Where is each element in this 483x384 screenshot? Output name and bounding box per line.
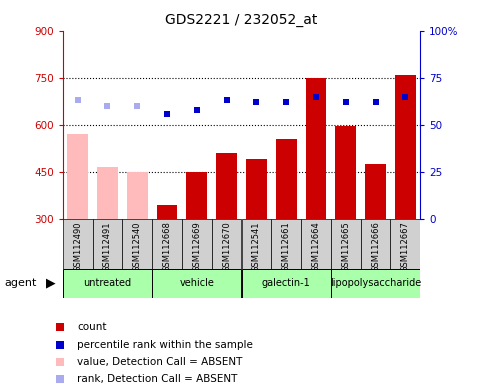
Bar bbox=[271, 219, 301, 269]
Bar bbox=[156, 205, 177, 219]
Bar bbox=[361, 219, 390, 269]
Bar bbox=[390, 219, 420, 269]
Text: GSM112491: GSM112491 bbox=[103, 221, 112, 272]
Bar bbox=[335, 126, 356, 219]
Text: GSM112666: GSM112666 bbox=[371, 221, 380, 272]
Bar bbox=[67, 134, 88, 219]
Text: galectin-1: galectin-1 bbox=[262, 278, 311, 288]
Bar bbox=[301, 219, 331, 269]
Text: GSM112667: GSM112667 bbox=[401, 221, 410, 272]
Bar bbox=[127, 172, 148, 219]
Bar bbox=[97, 167, 118, 219]
Bar bbox=[216, 153, 237, 219]
Text: GSM112664: GSM112664 bbox=[312, 221, 320, 272]
Bar bbox=[212, 219, 242, 269]
Title: GDS2221 / 232052_at: GDS2221 / 232052_at bbox=[165, 13, 318, 27]
Bar bbox=[242, 219, 271, 269]
Text: GSM112540: GSM112540 bbox=[133, 221, 142, 272]
Bar bbox=[186, 172, 207, 219]
Text: count: count bbox=[77, 322, 106, 332]
Bar bbox=[152, 219, 182, 269]
Bar bbox=[93, 219, 122, 269]
Bar bbox=[152, 269, 242, 298]
Bar bbox=[63, 219, 93, 269]
Text: agent: agent bbox=[5, 278, 37, 288]
Bar bbox=[331, 219, 361, 269]
Text: GSM112661: GSM112661 bbox=[282, 221, 291, 272]
Text: GSM112541: GSM112541 bbox=[252, 221, 261, 272]
Bar bbox=[182, 219, 212, 269]
Text: lipopolysaccharide: lipopolysaccharide bbox=[330, 278, 421, 288]
Text: GSM112490: GSM112490 bbox=[73, 221, 82, 272]
Text: GSM112670: GSM112670 bbox=[222, 221, 231, 272]
Text: ▶: ▶ bbox=[46, 277, 56, 290]
Bar bbox=[365, 164, 386, 219]
Text: GSM112668: GSM112668 bbox=[163, 221, 171, 272]
Bar bbox=[242, 269, 331, 298]
Text: vehicle: vehicle bbox=[179, 278, 214, 288]
Text: GSM112665: GSM112665 bbox=[341, 221, 350, 272]
Bar bbox=[306, 78, 327, 219]
Bar bbox=[331, 269, 420, 298]
Text: rank, Detection Call = ABSENT: rank, Detection Call = ABSENT bbox=[77, 374, 237, 384]
Text: untreated: untreated bbox=[84, 278, 131, 288]
Bar bbox=[276, 139, 297, 219]
Text: value, Detection Call = ABSENT: value, Detection Call = ABSENT bbox=[77, 357, 242, 367]
Bar bbox=[122, 219, 152, 269]
Bar bbox=[395, 74, 416, 219]
Bar bbox=[246, 159, 267, 219]
Bar bbox=[63, 269, 152, 298]
Text: percentile rank within the sample: percentile rank within the sample bbox=[77, 339, 253, 349]
Text: GSM112669: GSM112669 bbox=[192, 221, 201, 272]
